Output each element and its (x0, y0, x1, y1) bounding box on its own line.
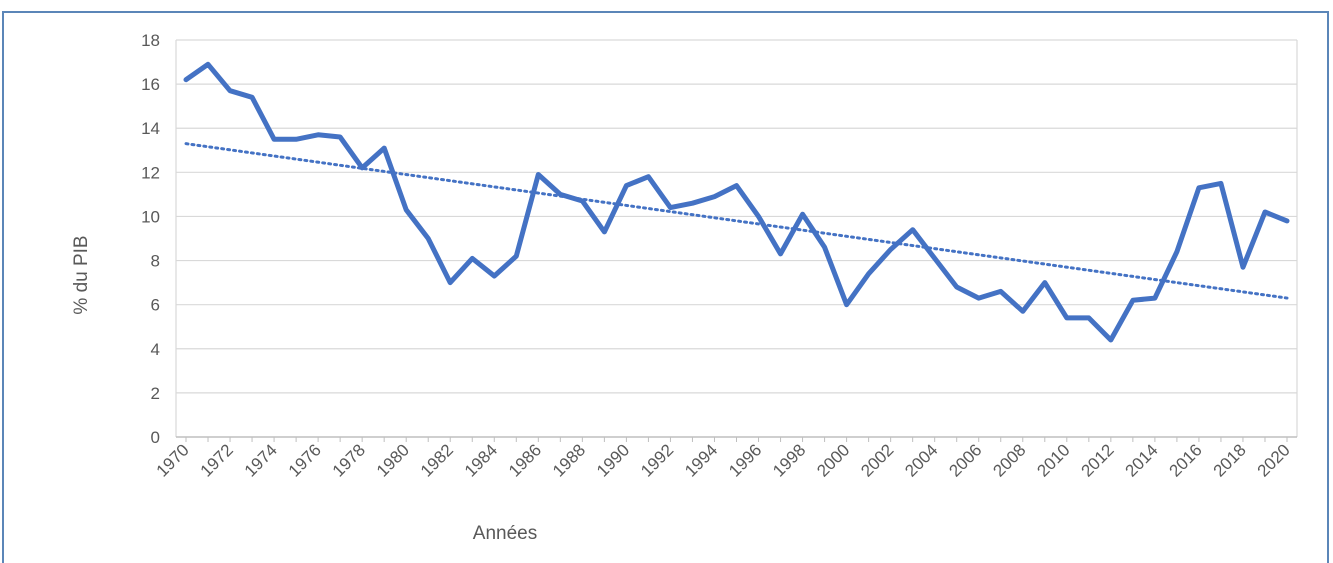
data-point (624, 183, 629, 188)
data-point (558, 192, 563, 197)
data-point (888, 247, 893, 252)
y-tick-label: 8 (151, 252, 160, 271)
data-point (536, 172, 541, 177)
y-tick-label: 14 (141, 119, 160, 138)
y-tick-label: 0 (151, 428, 160, 447)
data-point (448, 280, 453, 285)
x-tick-labels: 1970 1972 1974 1976 1978 1980 1982 1984 1986 1988… (153, 440, 1294, 480)
data-point (866, 271, 871, 276)
data-point (1262, 210, 1267, 215)
axes (175, 40, 1298, 442)
data-point (756, 214, 761, 219)
data-point (1020, 309, 1025, 314)
data-point (250, 95, 255, 100)
data-point (1240, 265, 1245, 270)
x-tick-label: 2018 (1210, 440, 1250, 480)
x-tick-label: 2012 (1077, 440, 1117, 480)
series-line (183, 61, 1290, 343)
x-tick-label: 1978 (329, 440, 369, 480)
data-point (294, 137, 299, 142)
data-point (426, 236, 431, 241)
data-point (1108, 337, 1113, 342)
data-point (1064, 315, 1069, 320)
data-point (1042, 280, 1047, 285)
y-tick-labels: 0 2 4 6 8 10 12 14 16 18 (141, 31, 160, 447)
data-point (514, 254, 519, 259)
data-point (932, 256, 937, 261)
data-point (360, 165, 365, 170)
y-tick-label: 6 (151, 296, 160, 315)
data-point (976, 296, 981, 301)
x-tick-label: 1988 (549, 440, 589, 480)
x-tick-label: 1984 (461, 440, 501, 480)
data-point (602, 229, 607, 234)
data-point (998, 289, 1003, 294)
x-tick-label: 1990 (593, 440, 633, 480)
data-point (734, 183, 739, 188)
y-tick-label: 16 (141, 75, 160, 94)
y-tick-label: 18 (141, 31, 160, 50)
x-tick-label: 2014 (1122, 440, 1162, 480)
x-tick-label: 1974 (241, 440, 281, 480)
data-point (1086, 315, 1091, 320)
data-point (404, 207, 409, 212)
x-tick-label: 2002 (857, 440, 897, 480)
data-point (382, 146, 387, 151)
data-point (206, 62, 211, 67)
x-tick-label: 1994 (681, 440, 721, 480)
x-tick-label: 2008 (989, 440, 1029, 480)
x-tick-label: 2006 (945, 440, 985, 480)
data-point (844, 302, 849, 307)
y-axis-title: % du PIB (71, 235, 92, 314)
x-tick-label: 1998 (769, 440, 809, 480)
data-point (228, 88, 233, 93)
data-point (272, 137, 277, 142)
data-point (316, 132, 321, 137)
chart-frame (2, 11, 1329, 563)
data-point (668, 205, 673, 210)
x-axis-title: Années (473, 523, 537, 544)
y-tick-label: 4 (151, 340, 160, 359)
x-tick-label: 1992 (637, 440, 677, 480)
trendline (184, 142, 1289, 300)
data-point (778, 251, 783, 256)
data-point (1174, 249, 1179, 254)
y-tick-label: 2 (151, 384, 160, 403)
series-group (183, 61, 1290, 343)
data-point (338, 135, 343, 140)
x-tick-label: 2020 (1254, 440, 1294, 480)
data-point (1152, 296, 1157, 301)
data-point (646, 174, 651, 179)
x-tick-label: 1980 (373, 440, 413, 480)
y-tick-label: 10 (141, 207, 160, 226)
data-point (910, 227, 915, 232)
data-point (1130, 298, 1135, 303)
data-point (800, 212, 805, 217)
data-point (1285, 218, 1290, 223)
x-tick-label: 1996 (725, 440, 765, 480)
grid-lines (176, 39, 1297, 394)
x-tick-label: 1976 (285, 440, 325, 480)
data-point (712, 194, 717, 199)
data-point (1218, 181, 1223, 186)
x-tick-label: 1982 (417, 440, 457, 480)
x-tick-label: 1986 (505, 440, 545, 480)
data-point (470, 256, 475, 261)
x-tick-label: 1972 (197, 440, 237, 480)
data-point (690, 201, 695, 206)
y-tick-label: 12 (141, 163, 160, 182)
data-point (184, 77, 189, 82)
data-point (492, 273, 497, 278)
x-tick-label: 2000 (813, 440, 853, 480)
x-tick-label: 2016 (1166, 440, 1206, 480)
x-tick-label: 2010 (1033, 440, 1073, 480)
data-point (822, 245, 827, 250)
data-point (580, 199, 585, 204)
trendline-group (184, 142, 1289, 300)
x-tick-label: 2004 (901, 440, 941, 480)
data-point (954, 285, 959, 290)
data-point (1196, 185, 1201, 190)
